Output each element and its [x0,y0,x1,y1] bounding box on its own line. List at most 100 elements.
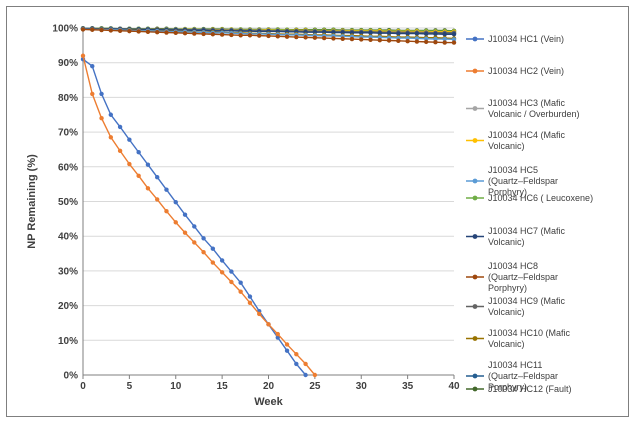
series-2 [80,53,318,378]
data-point [340,36,345,41]
data-point [117,28,123,33]
legend-item: J10034 HC2 (Vein) [466,66,564,76]
data-point [340,30,345,35]
legend-label: J10034 HC11 (Quartz–Feldspar Porphyry) [488,360,558,392]
legend-item: J10034 HC10 (Mafic Volcanic) [466,328,571,349]
y-tick-label: 0% [64,371,79,382]
legend-swatch-marker [472,106,478,111]
data-point [405,35,410,41]
data-point [386,31,392,36]
legend-swatch-marker [472,304,478,309]
legend-item: J10034 HC9 (Mafic Volcanic) [466,296,566,317]
data-point [173,30,178,36]
data-point [377,37,382,43]
data-point [423,39,429,45]
data-point [331,36,336,41]
data-point [182,212,188,217]
legend-swatch-marker [472,373,478,379]
legend-label: J10034 HC7 (Mafic Volcanic) [488,226,566,247]
data-point [117,148,123,154]
data-point [173,220,178,225]
data-point [201,236,206,241]
data-point [247,294,253,299]
data-point [90,91,95,97]
legend-label: J10034 HC4 (Mafic Volcanic) [488,130,566,151]
data-point [229,269,234,274]
data-point [192,224,197,229]
series-line [82,55,316,376]
data-point [127,28,132,34]
data-point [257,311,262,317]
data-point [303,361,308,367]
data-point [442,32,447,37]
data-point [90,63,95,69]
y-tick-label: 80% [58,93,78,104]
legend-swatch-marker [472,336,478,341]
data-point [173,199,178,205]
data-point [396,38,401,44]
data-point [201,31,206,37]
legend-item: J10034 HC6 ( Leucoxene) [466,193,593,203]
x-tick-label: 25 [309,381,321,392]
np-remaining-chart: 0% 10% 20% 30% 40% 50% 60% 70% 80% 90% 100% 0 5 10 15 2… [26,24,593,409]
data-point [155,29,160,35]
y-tick-label: 90% [58,58,78,69]
data-point [155,175,160,180]
data-point [219,258,225,263]
data-point [368,30,373,36]
legend-swatch-marker [472,234,478,239]
legend-label: J10034 HC8 (Quartz–Feldspar Porphyry) [488,261,558,293]
chart-frame: 0% 10% 20% 30% 40% 50% 60% 70% 80% 90% 100% 0 5 10 15 2… [6,6,629,417]
data-point [423,36,429,41]
x-tick-label: 35 [402,381,414,392]
legend-item: J10034 HC11 (Quartz–Feldspar Porphyry) [466,360,558,392]
data-point [229,279,234,285]
series-8 [80,27,457,45]
axes: 0% 10% 20% 30% 40% 50% 60% 70% 80% 90% 100% 0 5 10 15 2… [52,24,460,393]
data-point [145,162,151,167]
data-point [303,372,308,378]
y-tick-label: 100% [52,24,78,35]
data-point [405,31,410,36]
data-point [210,32,216,37]
data-point [442,40,447,45]
series-layer [80,26,457,378]
data-point [247,33,253,38]
data-point [90,27,95,32]
y-tick-label: 30% [58,266,78,277]
data-point [312,372,318,378]
data-point [405,38,410,44]
data-point [238,289,243,294]
data-point [99,116,104,121]
data-point [433,36,438,42]
data-point [127,137,132,142]
data-point [284,34,290,39]
data-point [201,249,206,255]
legend-item: J10034 HC5 (Quartz–Feldspar Porphyry) [466,165,558,197]
data-point [219,270,225,275]
data-point [80,53,86,58]
x-tick-label: 0 [80,381,86,392]
legend-label: J10034 HC2 (Vein) [488,66,564,76]
data-point [294,34,299,40]
data-point [312,35,318,40]
data-point [182,230,188,235]
data-point [386,38,392,43]
legend: J10034 HC1 (Vein) J10034 HC2 (Vein) J10034… [466,34,593,394]
data-point [108,28,114,33]
y-tick-label: 40% [58,232,78,243]
data-point [303,35,308,40]
x-tick-label: 30 [356,381,368,392]
legend-swatch-marker [472,178,478,184]
legend-item: J10034 HC1 (Vein) [466,34,564,44]
data-point [108,135,114,140]
data-point [164,187,169,192]
data-point [136,29,141,34]
data-point [99,27,104,33]
data-point [275,34,280,39]
data-point [238,280,243,285]
data-point [257,33,262,38]
y-tick-label: 70% [58,128,78,139]
data-point [229,32,234,38]
data-point [275,335,280,340]
